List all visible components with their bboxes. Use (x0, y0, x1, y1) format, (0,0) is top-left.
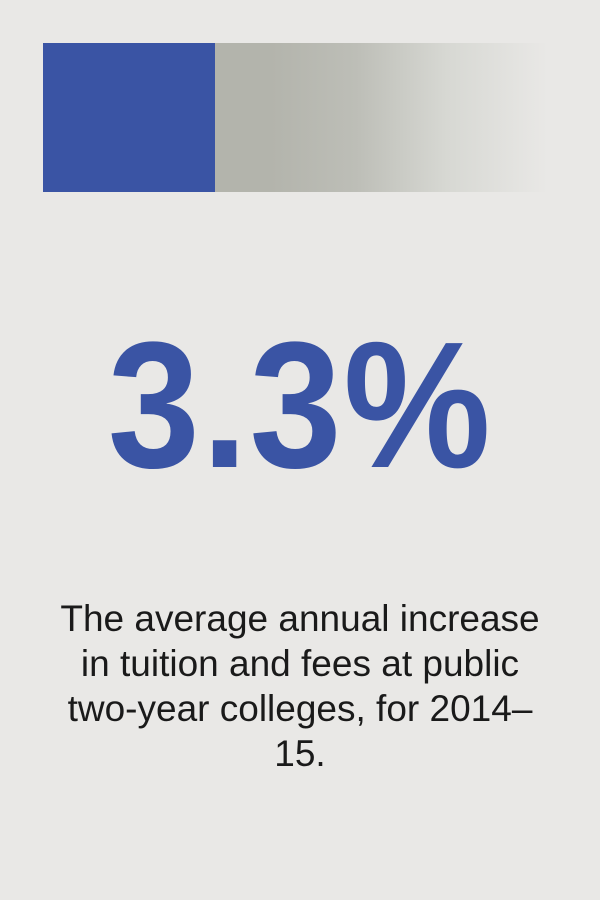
stat-value-text: 3.3% (107, 305, 493, 506)
progress-bar (43, 43, 548, 192)
progress-fill (43, 43, 215, 192)
stat-value: 3.3% (0, 286, 600, 526)
stat-description: The average annual increase in tuition a… (60, 598, 540, 774)
